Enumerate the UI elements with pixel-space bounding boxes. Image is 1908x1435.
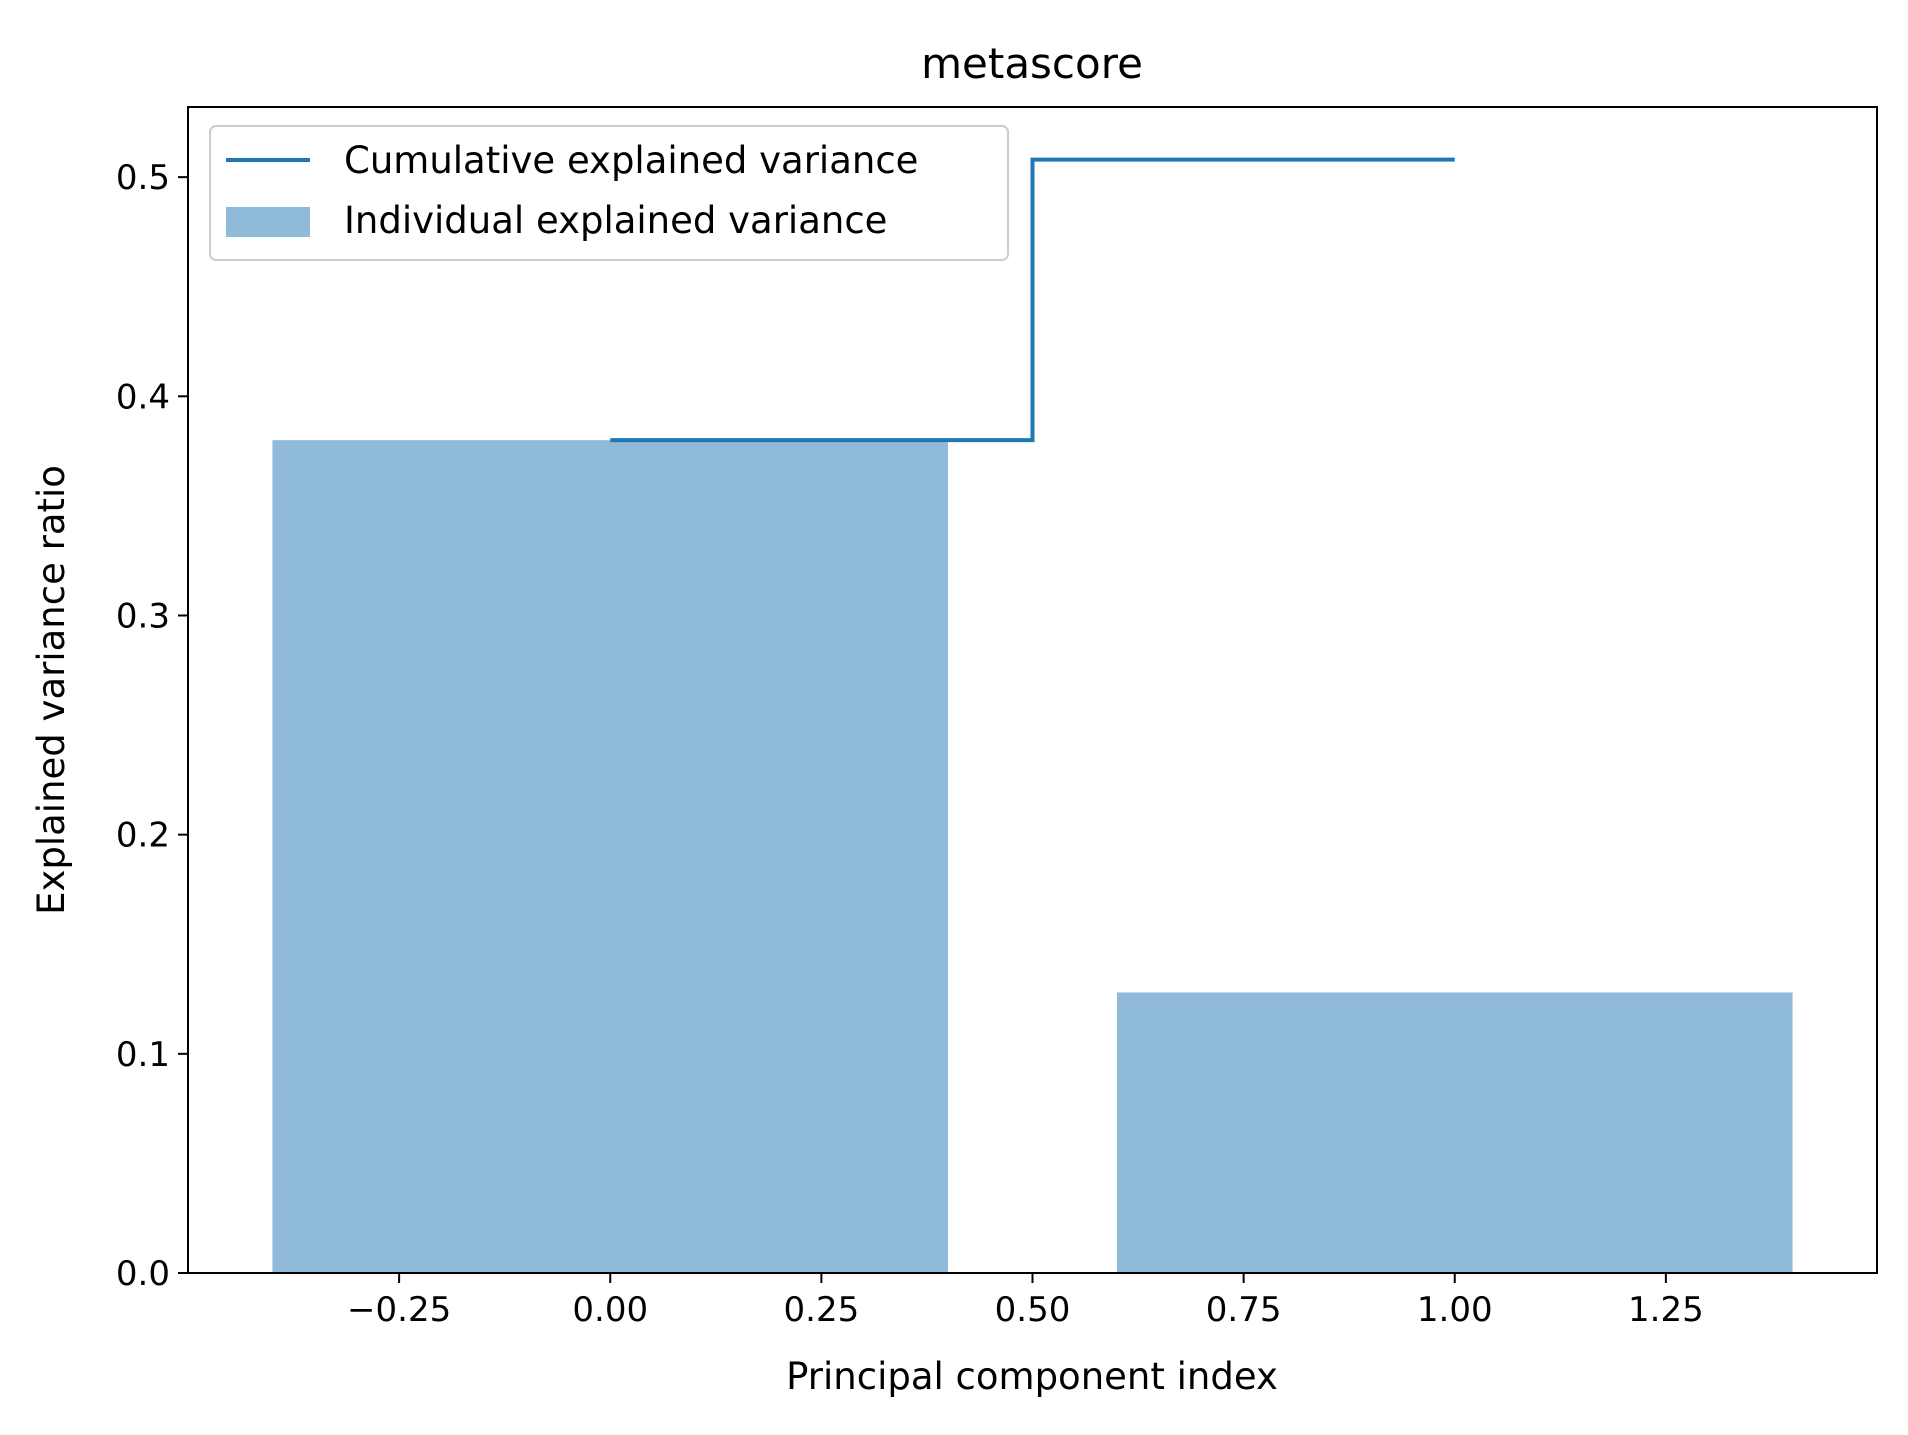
cumulative-step-line — [610, 157, 1455, 443]
x-tick-label: 0.00 — [572, 1290, 648, 1330]
x-tick-label: 0.50 — [995, 1290, 1071, 1330]
legend-label-cumulative: Cumulative explained variance — [344, 139, 918, 182]
x-tick-label: 1.25 — [1628, 1290, 1704, 1330]
x-tick-label: −0.25 — [347, 1290, 451, 1330]
y-tick-label: 0.1 — [116, 1035, 170, 1075]
y-axis-label: Explained variance ratio — [30, 465, 73, 915]
legend-box — [209, 125, 1009, 261]
y-tick-label: 0.3 — [116, 596, 170, 636]
bar-1 — [1116, 992, 1793, 1273]
chart-title: metascore — [921, 39, 1143, 88]
x-tick-label: 1.00 — [1417, 1290, 1493, 1330]
x-axis-label: Principal component index — [786, 1355, 1278, 1398]
legend-swatch-individual — [226, 207, 310, 237]
bar-0 — [272, 440, 949, 1274]
y-tick-label: 0.2 — [116, 816, 170, 856]
y-tick-label: 0.4 — [116, 377, 170, 417]
legend: Cumulative explained variance Individual… — [209, 125, 1009, 261]
cumulative-line-layer — [610, 157, 1455, 443]
x-tick-label: 0.25 — [784, 1290, 860, 1330]
legend-label-individual: Individual explained variance — [344, 199, 887, 242]
y-axis: 0.0 0.1 0.2 0.3 0.4 0.5 — [116, 158, 188, 1294]
bars-layer — [272, 440, 1793, 1274]
x-tick-label: 0.75 — [1206, 1290, 1282, 1330]
y-tick-label: 0.0 — [116, 1254, 170, 1294]
x-axis: −0.25 0.00 0.25 0.50 0.75 1.00 1.25 — [347, 1273, 1704, 1330]
y-tick-label: 0.5 — [116, 158, 170, 198]
